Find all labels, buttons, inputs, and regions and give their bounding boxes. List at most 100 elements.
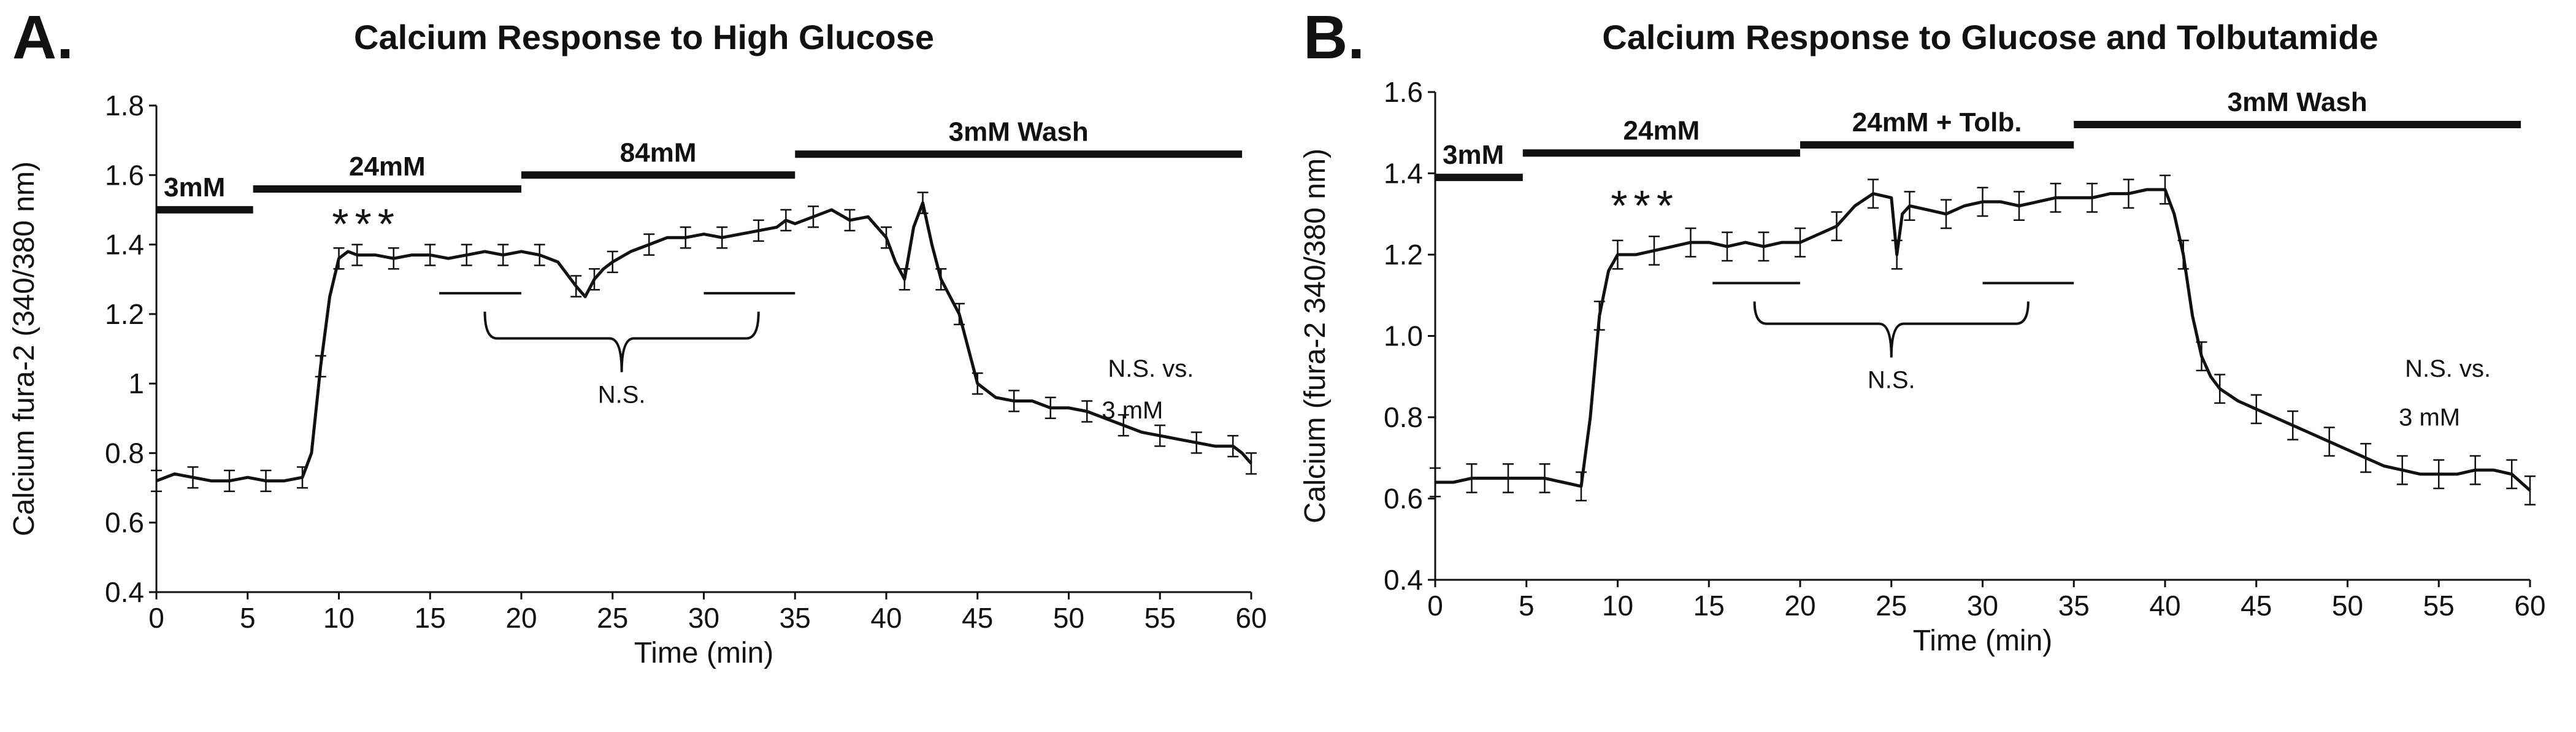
- right-note-line2: 3 mM: [1102, 397, 1163, 424]
- error-bar: [2396, 455, 2408, 485]
- x-tick-label: 15: [415, 602, 446, 634]
- error-bar: [1045, 396, 1056, 420]
- comparison-label: N.S.: [1868, 367, 1915, 394]
- comparison-brace: [483, 311, 760, 372]
- error-bar: [1539, 463, 1551, 493]
- period-label: 3mM Wash: [2228, 87, 2367, 117]
- period-label: 3mM: [164, 172, 225, 202]
- error-bar: [1154, 424, 1166, 447]
- error-bar: [260, 469, 272, 492]
- right-note-line1: N.S. vs.: [1108, 355, 1194, 382]
- y-tick-label: 1.2: [105, 298, 144, 330]
- error-bar: [2323, 426, 2335, 457]
- error-bar: [1576, 471, 1587, 502]
- error-bar: [716, 226, 728, 249]
- error-bar: [1593, 300, 1605, 331]
- x-tick-label: 55: [1144, 602, 1176, 634]
- error-bar: [1430, 467, 1441, 498]
- error-bar: [2524, 475, 2536, 506]
- error-bar: [844, 209, 856, 232]
- y-tick-label: 1.4: [1384, 158, 1423, 190]
- y-tick-label: 1.6: [1384, 76, 1423, 108]
- error-bar: [1466, 463, 1478, 493]
- error-bar: [2123, 179, 2134, 209]
- x-tick-label: 20: [1784, 590, 1815, 622]
- x-tick-label: 25: [1876, 590, 1907, 622]
- period-label: 24mM: [1623, 115, 1700, 145]
- x-tick-label: 60: [2514, 590, 2545, 622]
- x-tick-label: 20: [505, 602, 537, 634]
- error-bar: [1503, 463, 1514, 493]
- error-bar: [461, 244, 472, 266]
- error-bar: [570, 275, 582, 298]
- x-tick-label: 50: [1053, 602, 1084, 634]
- y-tick-label: 0.4: [105, 576, 144, 608]
- period-label: 3mM Wash: [949, 117, 1089, 147]
- panel-letter: B.: [1303, 3, 1365, 72]
- x-tick-label: 30: [688, 602, 719, 634]
- x-tick-label: 50: [2332, 590, 2363, 622]
- series-line: [156, 201, 1252, 483]
- error-bar: [224, 469, 235, 492]
- chart-panel-a: A. Calcium Response to High Glucose 0.4 0.6…: [8, 3, 1267, 669]
- error-bar: [2214, 374, 2226, 404]
- error-bar: [1758, 231, 1769, 262]
- error-bar: [424, 244, 436, 266]
- error-bar: [1722, 231, 1733, 262]
- chart-panel-b: B. Calcium Response to Glucose and Tolbut…: [1299, 3, 2546, 657]
- x-tick-label: 10: [323, 602, 355, 634]
- period-label: 3mM: [1443, 140, 1504, 170]
- x-tick-label: 15: [1693, 590, 1725, 622]
- error-bar: [1831, 211, 1842, 242]
- error-bar: [1685, 227, 1696, 258]
- error-bar: [2469, 455, 2481, 485]
- error-bar: [607, 250, 618, 274]
- error-bar: [589, 268, 600, 291]
- x-tick-label: 5: [240, 602, 256, 634]
- error-bar: [954, 302, 965, 326]
- error-bar: [2287, 410, 2299, 441]
- error-bar: [1891, 239, 1903, 270]
- y-tick-label: 1.0: [1384, 320, 1423, 352]
- x-tick-label: 10: [1602, 590, 1633, 622]
- error-bar: [315, 355, 326, 378]
- y-tick-label: 0.6: [105, 507, 144, 539]
- period-label: 24mM + Tolb.: [1852, 107, 2022, 137]
- error-bar: [2050, 182, 2061, 213]
- y-tick-label: 1.4: [105, 229, 144, 261]
- error-bar: [680, 226, 691, 249]
- error-bar: [1246, 452, 1257, 475]
- error-bar: [388, 247, 399, 270]
- error-bar: [2433, 459, 2445, 490]
- error-bar: [351, 244, 363, 266]
- y-tick-label: 0.8: [1384, 401, 1423, 433]
- error-bar: [187, 466, 199, 489]
- error-bar: [497, 244, 509, 266]
- error-bar: [1117, 414, 1129, 437]
- x-tick-label: 35: [2058, 590, 2090, 622]
- error-bar: [899, 268, 910, 291]
- x-tick-label: 40: [870, 602, 902, 634]
- significance-stars: ***: [1611, 182, 1679, 229]
- error-bar: [333, 247, 345, 270]
- y-axis-label: Calcium fura-2 (340/380 nm): [8, 161, 40, 536]
- x-axis-label: Time (min): [634, 637, 774, 669]
- error-bar: [643, 233, 655, 256]
- y-axis-label: Calcium (fura-2 340/380 nm): [1299, 148, 1332, 523]
- period-label: 24mM: [349, 152, 426, 182]
- y-tick-label: 1.2: [1384, 239, 1423, 271]
- y-tick-label: 1.8: [105, 90, 144, 121]
- y-tick-label: 0.6: [1384, 483, 1423, 515]
- error-bar: [881, 226, 892, 249]
- error-bar: [1941, 199, 1952, 229]
- error-bar: [935, 268, 947, 291]
- error-bar: [1977, 187, 1988, 217]
- right-note-line2: 3 mM: [2399, 404, 2460, 431]
- x-tick-label: 0: [1427, 590, 1443, 622]
- error-bar: [808, 206, 819, 228]
- x-tick-label: 40: [2149, 590, 2180, 622]
- error-bar: [780, 209, 792, 232]
- x-tick-label: 45: [962, 602, 993, 634]
